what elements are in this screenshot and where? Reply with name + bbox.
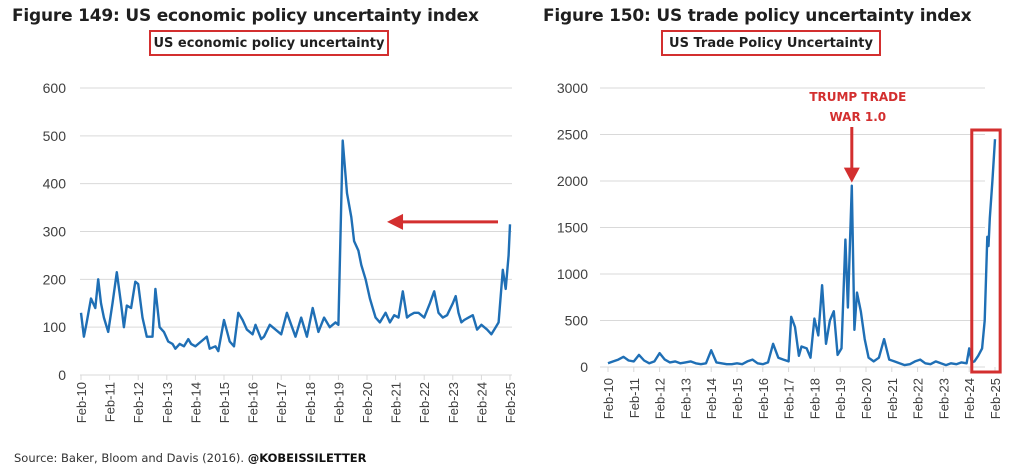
y-tick-label: 2500	[557, 127, 588, 143]
annotation-label: WAR 1.0	[829, 110, 886, 124]
chart-1: 0 100 200 300 400 500 600 Feb-10 Feb-11 Feb-12 Feb…	[43, 80, 518, 423]
x-tick-label: Feb-24	[962, 378, 977, 419]
x-tick-label: Feb-18	[807, 378, 822, 419]
x-tick-label: Feb-20	[859, 378, 874, 419]
y-tick-label: 1500	[557, 220, 588, 236]
x-tick-label: Feb-22	[911, 378, 926, 419]
series-line	[607, 139, 997, 367]
y-tick-label: 600	[43, 80, 67, 96]
x-tick-label: Feb-17	[782, 378, 797, 419]
y-tick-label: 3000	[557, 80, 588, 96]
x-tick-label: Feb-24	[474, 382, 489, 423]
y-tick-label: 1000	[557, 266, 588, 282]
chart-2-title: Figure 150: US trade policy uncertainty …	[543, 6, 972, 26]
highlight-box	[970, 128, 1002, 374]
x-tick-label: Feb-20	[360, 382, 375, 423]
y-tick-label: 100	[43, 319, 67, 335]
x-tick-label: Feb-10	[74, 382, 89, 423]
x-tick-label: Feb-12	[653, 378, 668, 419]
chart-1-title: Figure 149: US economic policy uncertain…	[12, 6, 479, 26]
x-tick-label: Feb-17	[274, 382, 289, 423]
x-tick-label: Feb-10	[601, 378, 616, 419]
annotation-arrow-head	[387, 213, 404, 230]
x-tick-label: Feb-25	[503, 382, 518, 423]
source-text: Source: Baker, Bloom and Davis (2016).	[14, 451, 245, 465]
annotation-label: TRUMP TRADE	[809, 90, 906, 104]
y-tick-label: 400	[43, 176, 67, 192]
chart-2-legend-box: US Trade Policy Uncertainty	[661, 30, 881, 56]
annotation-arrow-head	[843, 167, 860, 183]
x-tick-label: Feb-16	[246, 382, 261, 423]
x-tick-label: Feb-18	[303, 382, 318, 423]
y-tick-label: 0	[58, 367, 66, 383]
x-tick-label: Feb-13	[678, 378, 693, 419]
x-tick-label: Feb-13	[160, 382, 175, 423]
x-tick-label: Feb-12	[131, 382, 146, 423]
chart-2: 0 500 1000 1500 2000 2500 3000 Feb-10 Feb-11 Feb-…	[557, 80, 1003, 419]
x-tick-label: Feb-19	[331, 382, 346, 423]
x-tick-label: Feb-14	[188, 382, 203, 423]
source-note: Source: Baker, Bloom and Davis (2016). @…	[14, 451, 367, 465]
y-tick-label: 200	[43, 271, 67, 287]
x-tick-label: Feb-22	[417, 382, 432, 423]
x-tick-label: Feb-21	[389, 382, 404, 423]
y-tick-label: 300	[43, 224, 67, 240]
x-tick-label: Feb-15	[217, 382, 232, 423]
y-tick-label: 2000	[557, 173, 588, 189]
y-tick-label: 500	[565, 313, 589, 329]
x-tick-label: Feb-21	[885, 378, 900, 419]
x-tick-label: Feb-14	[704, 378, 719, 419]
x-tick-label: Feb-19	[833, 378, 848, 419]
x-tick-label: Feb-25	[988, 378, 1003, 419]
chart-1-legend-box: US economic policy uncertainty	[149, 30, 389, 56]
x-tick-label: Feb-23	[446, 382, 461, 423]
x-tick-label: Feb-16	[756, 378, 771, 419]
y-tick-label: 500	[43, 128, 67, 144]
x-tick-label: Feb-11	[627, 378, 642, 418]
x-tick-label: Feb-11	[103, 382, 118, 422]
source-handle: @KOBEISSILETTER	[247, 451, 367, 465]
series-line	[79, 139, 512, 353]
x-tick-label: Feb-23	[936, 378, 951, 419]
x-tick-label: Feb-15	[730, 378, 745, 419]
y-tick-label: 0	[580, 359, 588, 375]
